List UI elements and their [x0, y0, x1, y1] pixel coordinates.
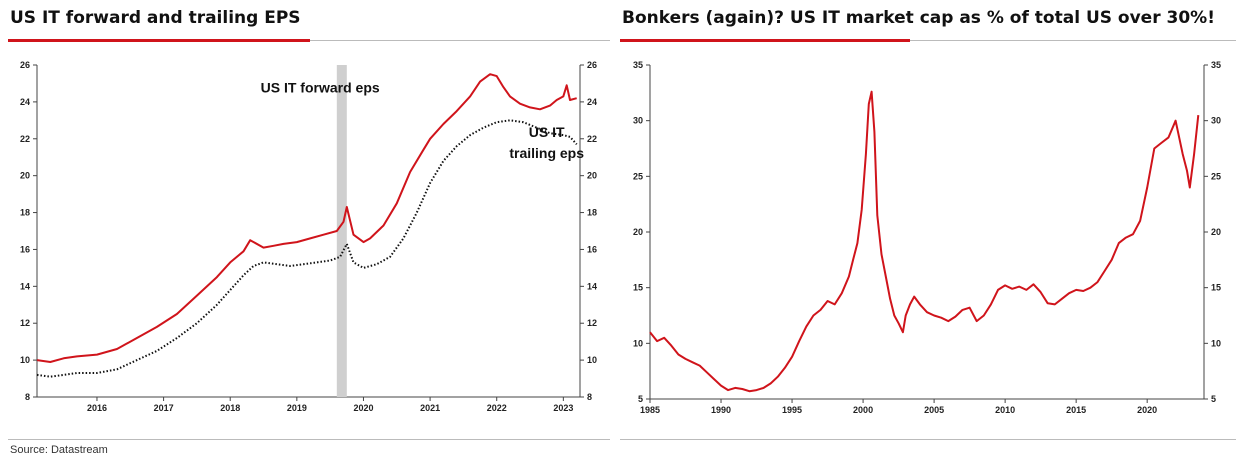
- right-title-rule: [910, 40, 1236, 41]
- mktcap-ytick-label: 10: [633, 338, 643, 348]
- eps-ytick-label: 8: [25, 392, 30, 402]
- eps-ytick-label-right: 24: [587, 97, 597, 107]
- eps-ytick-label: 26: [20, 60, 30, 70]
- left-title-underline: [8, 39, 310, 42]
- mktcap-ytick-label-right: 20: [1211, 227, 1221, 237]
- mktcap-xtick-label: 1985: [640, 405, 660, 415]
- eps-ytick-label: 10: [20, 355, 30, 365]
- footer-rule-left: [8, 439, 610, 440]
- mktcap-xtick-label: 1990: [711, 405, 731, 415]
- eps-xtick-label: 2016: [87, 403, 107, 413]
- eps-xtick-label: 2023: [553, 403, 573, 413]
- mktcap-xtick-label: 2015: [1066, 405, 1086, 415]
- eps-ytick-label-right: 26: [587, 60, 597, 70]
- mktcap-xtick-label: 2000: [853, 405, 873, 415]
- eps-ytick-label: 14: [20, 281, 30, 291]
- mktcap-xtick-label: 2005: [924, 405, 944, 415]
- eps-annotation-1: US IT forward eps: [261, 80, 380, 96]
- mktcap-series-line-1: [649, 90, 1200, 393]
- eps-annotation-2: trailing eps: [509, 145, 584, 161]
- eps-ytick-label-right: 14: [587, 281, 597, 291]
- eps-shaded-period: [336, 65, 347, 397]
- eps-ytick-label-right: 10: [587, 355, 597, 365]
- mktcap-ytick-label-right: 10: [1211, 338, 1221, 348]
- eps-ytick-label-right: 16: [587, 244, 597, 254]
- eps-xtick-label: 2019: [287, 403, 307, 413]
- eps-xtick-label: 2017: [154, 403, 174, 413]
- eps-xtick-label: 2018: [220, 403, 240, 413]
- eps-ytick-label: 24: [20, 97, 30, 107]
- eps-xtick-label: 2020: [353, 403, 373, 413]
- eps-ytick-label-right: 20: [587, 171, 597, 181]
- mktcap-ytick-label: 25: [633, 171, 643, 181]
- eps-ytick-label: 18: [20, 208, 30, 218]
- right-title-underline: [620, 39, 910, 42]
- mktcap-ytick-label: 35: [633, 60, 643, 70]
- eps-annotation-2: US IT: [529, 124, 565, 140]
- left-chart-title: US IT forward and trailing EPS: [10, 8, 301, 28]
- mktcap-ytick-label-right: 30: [1211, 116, 1221, 126]
- left-title-rule: [310, 40, 610, 41]
- eps-ytick-label: 16: [20, 244, 30, 254]
- eps-ytick-label: 20: [20, 171, 30, 181]
- mktcap-ytick-label: 15: [633, 283, 643, 293]
- mktcap-ytick-label: 30: [633, 116, 643, 126]
- eps-ytick-label: 12: [20, 318, 30, 328]
- footer-rule-right: [620, 439, 1236, 440]
- eps-series-line-1: [36, 73, 577, 363]
- source-note: Source: Datastream: [10, 444, 108, 456]
- eps-ytick-label-right: 8: [587, 392, 592, 402]
- eps-ytick-label-right: 18: [587, 208, 597, 218]
- eps-ytick-label: 22: [20, 134, 30, 144]
- mktcap-xtick-label: 1995: [782, 405, 802, 415]
- mktcap-xtick-label: 2020: [1137, 405, 1157, 415]
- mktcap-ytick-label-right: 5: [1211, 394, 1216, 404]
- eps-xtick-label: 2022: [487, 403, 507, 413]
- eps-xtick-label: 2021: [420, 403, 440, 413]
- right-chart-title: Bonkers (again)? US IT market cap as % o…: [622, 8, 1215, 28]
- mktcap-ytick-label-right: 25: [1211, 171, 1221, 181]
- eps-ytick-label-right: 22: [587, 134, 597, 144]
- mktcap-ytick-label-right: 15: [1211, 283, 1221, 293]
- mktcap-ytick-label-right: 35: [1211, 60, 1221, 70]
- eps-ytick-label-right: 12: [587, 318, 597, 328]
- mktcap-ytick-label: 20: [633, 227, 643, 237]
- mktcap-xtick-label: 2010: [995, 405, 1015, 415]
- mktcap-ytick-label: 5: [638, 394, 643, 404]
